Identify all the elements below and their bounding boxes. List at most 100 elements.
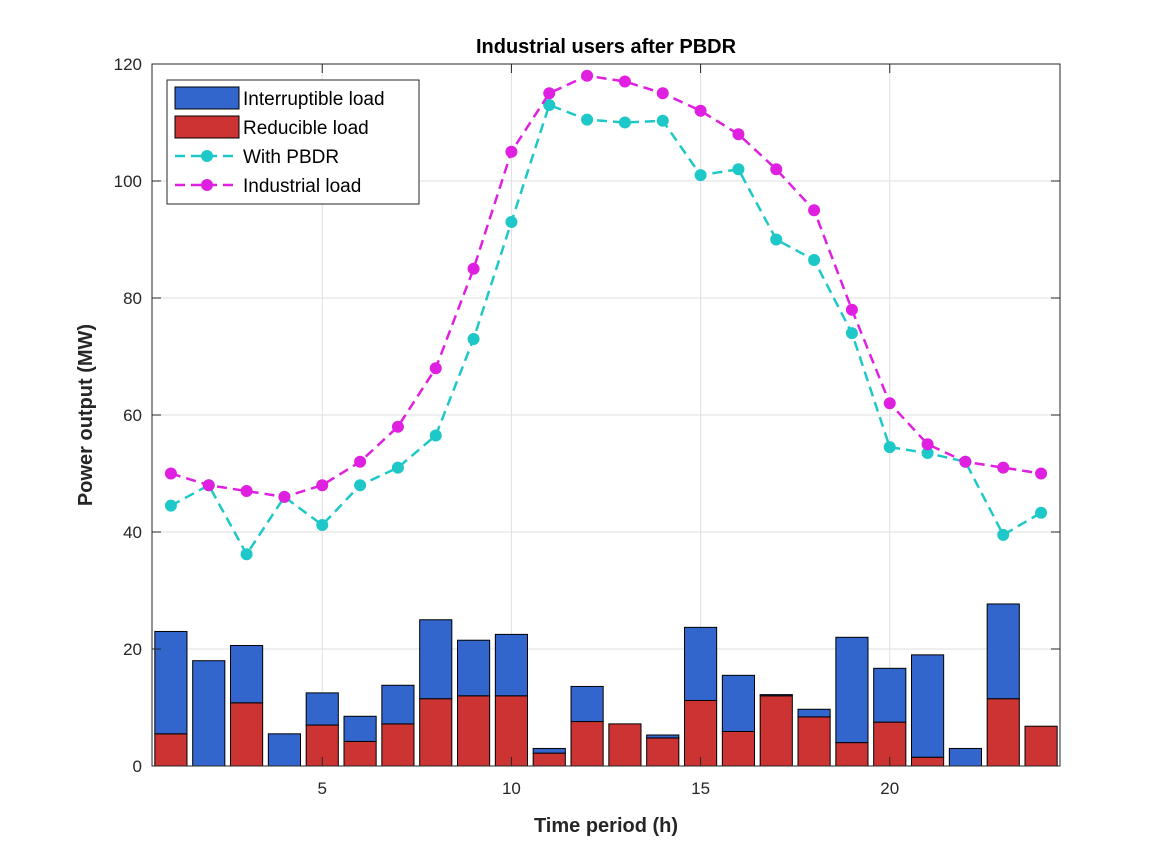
bar-reducible-load: [154, 733, 188, 767]
point-industrial-load: [202, 479, 215, 492]
legend-label-industrial-load: Industrial load: [243, 176, 361, 197]
bar-reducible-load: [684, 699, 718, 767]
bar-reducible-load: [457, 695, 491, 767]
y-tick-label: 80: [123, 289, 142, 308]
y-tick-label: 0: [133, 757, 142, 776]
bar-interruptible-load: [419, 619, 453, 700]
bar-interruptible-load: [721, 674, 755, 732]
point-with-pbdr: [808, 253, 821, 266]
bar-interruptible-load: [343, 715, 377, 742]
point-industrial-load: [808, 204, 821, 217]
point-with-pbdr: [997, 528, 1010, 541]
point-industrial-load: [391, 420, 404, 433]
bar-reducible-load: [570, 721, 604, 767]
bar-reducible-load: [532, 752, 566, 767]
bar-interruptible-load: [192, 660, 226, 767]
y-tick-label: 20: [123, 640, 142, 659]
bar-interruptible-load: [873, 667, 907, 723]
bar-interruptible-load: [911, 654, 945, 758]
bar-interruptible-load: [381, 684, 415, 725]
point-with-pbdr: [316, 518, 329, 531]
bar-reducible-load: [343, 740, 377, 767]
y-tick-label: 40: [123, 523, 142, 542]
bar-interruptible-load: [986, 603, 1020, 700]
point-industrial-load: [656, 87, 669, 100]
point-industrial-load: [997, 461, 1010, 474]
legend-marker-with-pbdr: [201, 150, 213, 162]
point-industrial-load: [164, 467, 177, 480]
point-with-pbdr: [770, 233, 783, 246]
lines: [164, 69, 1048, 561]
point-industrial-load: [883, 397, 896, 410]
axis-ticks: 5 10 15 20 0 20 40 60 80 100 120: [114, 55, 1060, 798]
bar-reducible-load: [986, 698, 1020, 767]
point-industrial-load: [543, 87, 556, 100]
point-with-pbdr: [1035, 506, 1048, 519]
point-industrial-load: [959, 455, 972, 468]
bar-reducible-load: [721, 730, 755, 767]
bar-interruptible-load: [532, 747, 566, 754]
point-with-pbdr: [618, 116, 631, 129]
point-with-pbdr: [391, 461, 404, 474]
point-with-pbdr: [164, 499, 177, 512]
point-with-pbdr: [240, 548, 253, 561]
bar-interruptible-load: [570, 685, 604, 723]
point-industrial-load: [278, 490, 291, 503]
bar-reducible-load: [835, 742, 869, 767]
x-tick-label: 5: [318, 779, 327, 798]
bar-reducible-load: [230, 702, 264, 767]
legend-swatch-reducible-load: [174, 115, 240, 139]
bar-reducible-load: [419, 698, 453, 767]
x-axis-title: Time period (h): [534, 815, 678, 837]
chart-title: Industrial users after PBDR: [476, 36, 737, 58]
point-industrial-load: [618, 75, 631, 88]
bar-reducible-load: [494, 695, 528, 767]
point-with-pbdr: [921, 447, 934, 460]
point-industrial-load: [354, 455, 367, 468]
bar-interruptible-load: [230, 644, 264, 704]
y-tick-label: 120: [114, 55, 142, 74]
line-with-pbdr: [170, 103, 1042, 557]
point-industrial-load: [845, 303, 858, 316]
line-industrial-load: [170, 74, 1042, 499]
bar-interruptible-load: [267, 733, 301, 767]
bar-reducible-load: [608, 723, 642, 767]
point-industrial-load: [694, 104, 707, 117]
bar-interruptible-load: [305, 692, 339, 726]
bar-interruptible-load: [154, 630, 188, 735]
x-tick-label: 10: [502, 779, 521, 798]
bar-reducible-load: [911, 756, 945, 767]
point-with-pbdr: [656, 114, 669, 127]
y-tick-label: 60: [123, 406, 142, 425]
point-with-pbdr: [505, 215, 518, 228]
point-industrial-load: [240, 485, 253, 498]
bar-interruptible-load: [835, 636, 869, 744]
bar-interruptible-load: [457, 639, 491, 697]
bar-interruptible-load: [797, 708, 831, 718]
point-with-pbdr: [581, 113, 594, 126]
point-with-pbdr: [354, 479, 367, 492]
point-with-pbdr: [845, 327, 858, 340]
bar-interruptible-load: [759, 694, 793, 697]
bar-reducible-load: [797, 716, 831, 767]
point-industrial-load: [732, 128, 745, 141]
bars: [154, 603, 1058, 767]
legend-label-reducible-load: Reducible load: [243, 118, 369, 139]
point-with-pbdr: [732, 163, 745, 176]
point-industrial-load: [770, 163, 783, 176]
point-industrial-load: [467, 262, 480, 275]
x-tick-label: 15: [691, 779, 710, 798]
legend-swatch-interruptible-load: [174, 86, 240, 110]
point-industrial-load: [921, 438, 934, 451]
point-with-pbdr: [694, 169, 707, 182]
y-tick-label: 100: [114, 172, 142, 191]
bar-reducible-load: [759, 695, 793, 767]
legend-label-interruptible-load: Interruptible load: [243, 89, 385, 110]
bar-interruptible-load: [948, 747, 982, 767]
legend-label-with-pbdr: With PBDR: [243, 147, 339, 168]
bar-interruptible-load: [684, 626, 718, 701]
legend-marker-industrial-load: [201, 179, 213, 191]
point-with-pbdr: [543, 98, 556, 111]
point-industrial-load: [581, 69, 594, 82]
